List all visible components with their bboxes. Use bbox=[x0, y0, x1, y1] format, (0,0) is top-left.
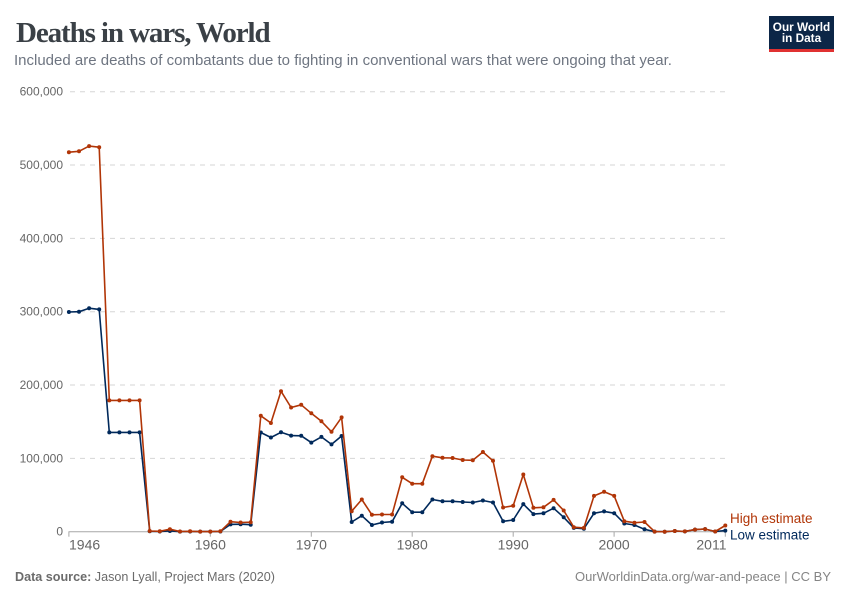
svg-text:100,000: 100,000 bbox=[20, 451, 64, 465]
svg-text:2011: 2011 bbox=[696, 537, 726, 553]
svg-text:1990: 1990 bbox=[498, 537, 529, 553]
svg-text:300,000: 300,000 bbox=[20, 305, 64, 319]
svg-text:400,000: 400,000 bbox=[20, 231, 64, 245]
svg-text:1946: 1946 bbox=[69, 537, 100, 553]
svg-text:0: 0 bbox=[56, 525, 63, 539]
svg-text:1980: 1980 bbox=[397, 537, 428, 553]
svg-text:500,000: 500,000 bbox=[20, 158, 64, 172]
svg-text:200,000: 200,000 bbox=[20, 378, 64, 392]
svg-text:High estimate: High estimate bbox=[730, 511, 813, 526]
svg-text:1960: 1960 bbox=[195, 537, 226, 553]
svg-text:Low estimate: Low estimate bbox=[730, 527, 810, 542]
svg-text:1970: 1970 bbox=[296, 537, 327, 553]
svg-text:600,000: 600,000 bbox=[20, 85, 64, 99]
svg-text:2000: 2000 bbox=[599, 537, 630, 553]
